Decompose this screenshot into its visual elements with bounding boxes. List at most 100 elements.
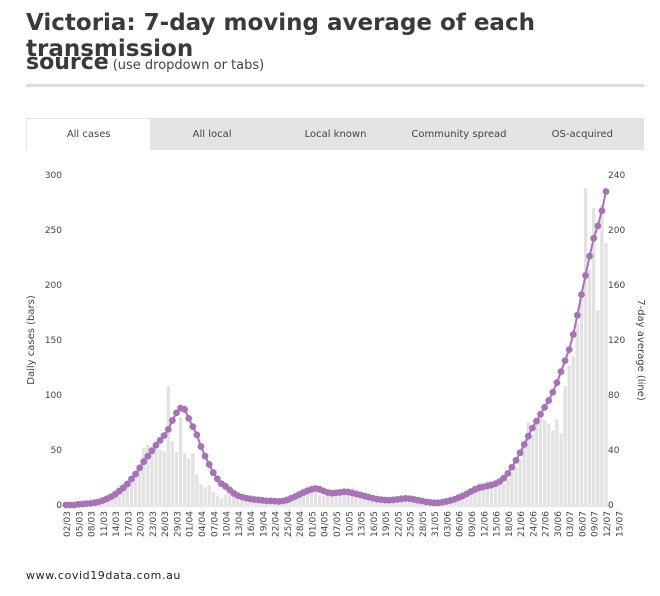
seven-day-average-point [128,475,135,483]
source-url: www.covid19data.com.au [26,569,181,582]
seven-day-average-point [541,403,549,411]
daily-cases-bar [334,491,338,505]
daily-cases-bar [240,500,244,505]
y-left-tick-label: 0 [56,501,62,511]
daily-cases-bar [559,433,563,505]
x-tick-label: 13/04 [235,511,245,537]
daily-cases-bar [150,447,154,505]
page-title-line2: source (use dropdown or tabs) [26,50,264,75]
x-tick-label: 03/06 [443,511,453,537]
y-left-tick-label: 50 [51,446,63,456]
x-tick-label: 01/04 [186,511,196,537]
daily-cases-bar [600,204,604,505]
x-tick-label: 06/06 [456,511,466,537]
y-left-tick-label: 150 [45,336,62,346]
daily-cases-bar [367,497,371,505]
daily-cases-bar [158,450,162,505]
seven-day-average-point [533,417,540,425]
tab-community-spread[interactable]: Community spread [411,128,507,140]
daily-cases-bar [526,422,530,505]
tab-os-acquired[interactable]: OS-acquired [551,128,613,140]
daily-cases-bar [604,243,608,505]
y-left-tick-label: 250 [45,226,62,236]
seven-day-average-point [594,222,602,230]
y-right-tick-label: 0 [608,501,614,511]
y-left-axis-title: Daily cases (bars) [26,295,37,385]
y-right-tick-label: 40 [608,446,620,456]
page-title: Victoria: 7-day moving average of each t… [26,10,535,62]
x-tick-label: 12/07 [603,511,613,537]
seven-day-average-point [573,311,581,319]
daily-cases-bar [551,430,555,505]
x-tick-label: 14/03 [112,511,122,537]
tab-all-local[interactable]: All local [192,128,232,140]
daily-cases-bar [342,490,346,505]
x-tick-label: 04/05 [321,511,331,537]
seven-day-average-point [602,188,610,195]
x-tick-label: 06/07 [578,511,588,537]
seven-day-average-point [520,441,528,448]
seven-day-average-point [545,397,553,404]
x-tick-label: 12/06 [480,511,490,537]
daily-cases-bar [203,487,207,505]
daily-cases-bar [322,496,326,505]
daily-cases-bar [465,491,469,505]
title-divider [26,84,644,87]
daily-cases-bar [236,499,240,505]
seven-day-average-point [528,424,536,432]
seven-day-average-point [185,414,193,422]
y-left-tick-label: 200 [45,281,62,291]
daily-cases-bar [326,494,330,505]
daily-cases-bar [215,496,220,505]
seven-day-average-point [549,388,557,396]
daily-cases-bar [174,452,179,505]
tab-all-cases[interactable]: All cases [27,119,151,150]
seven-day-average-point [164,425,172,433]
x-tick-label: 22/04 [272,511,282,537]
seven-day-average-point [144,452,152,460]
daily-cases-bar [223,495,228,505]
x-tick-label: 11/03 [100,511,110,537]
daily-cases-bar [542,420,547,505]
daily-cases-bar [579,294,584,505]
seven-day-average-point [209,469,217,477]
daily-cases-bar [211,491,215,505]
daily-cases-bar [592,208,596,505]
daily-cases-bar [170,441,175,505]
seven-day-average-point [123,480,131,488]
daily-cases-bar [587,269,592,505]
x-tick-label: 07/05 [333,511,343,537]
daily-cases-bar [489,483,494,505]
daily-cases-bar [309,489,314,505]
seven-day-average-point [181,406,189,413]
seven-day-average-point [537,410,544,418]
seven-day-average-point [201,452,209,460]
daily-cases-bar [567,365,571,505]
seven-day-average-point [582,271,589,279]
daily-cases-bar [338,494,342,505]
x-tick-label: 04/04 [198,511,208,537]
x-tick-label: 10/05 [345,511,355,537]
seven-day-average-point [156,436,164,444]
daily-cases-bar [510,472,514,505]
x-tick-label: 19/05 [382,511,392,537]
y-right-axis-title: 7-day average (line) [635,299,646,401]
x-tick-label: 29/03 [173,511,183,537]
seven-day-average-point [205,461,213,468]
daily-cases-bar [162,451,166,505]
y-left-tick-label: 300 [45,171,62,181]
seven-day-average-point [504,469,512,477]
daily-cases-bar [538,410,543,505]
seven-day-average-point [561,357,569,365]
daily-cases-bar [477,483,481,505]
seven-day-average-point [553,379,561,387]
daily-cases-bar [514,467,518,505]
daily-cases-bar [313,490,318,505]
x-tick-label: 19/04 [259,511,269,537]
x-tick-label: 25/05 [407,511,417,537]
seven-day-average-point [512,456,520,464]
daily-cases-bar [260,502,265,505]
daily-cases-bar [142,447,146,505]
x-tick-label: 18/06 [505,511,515,537]
tab-local-known[interactable]: Local known [304,128,367,140]
